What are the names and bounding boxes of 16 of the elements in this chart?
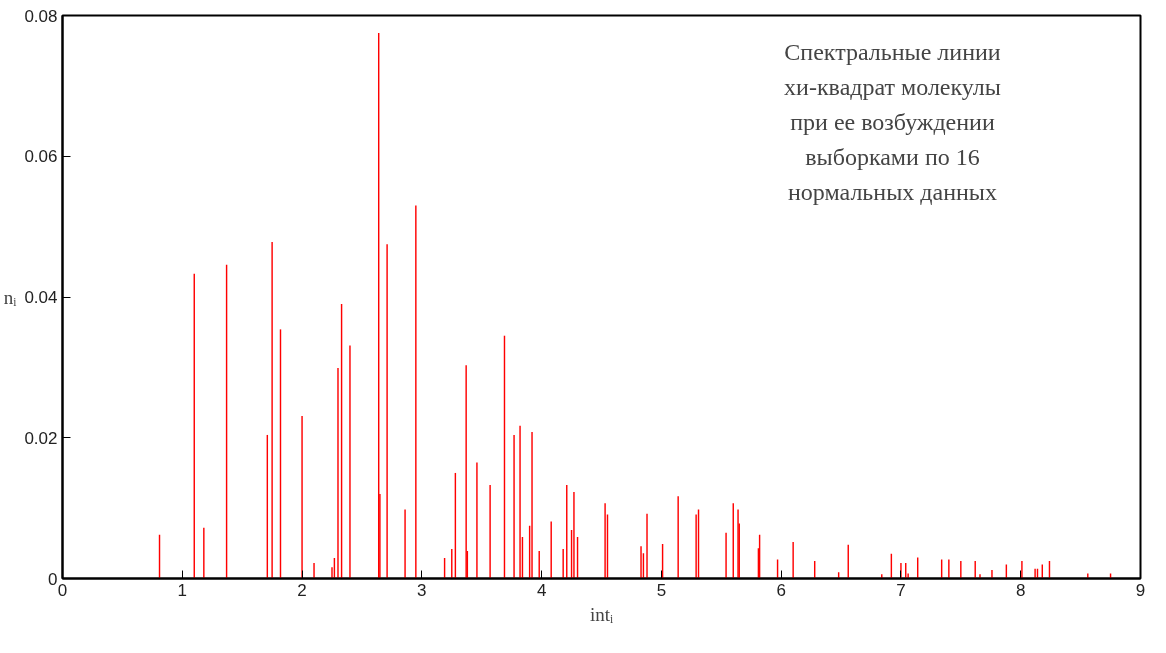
x-tick-label: 8 [1015,580,1026,600]
x-tick-label: 6 [776,580,786,600]
x-tick-label: 2 [297,580,307,600]
x-tick-label: 3 [417,580,427,600]
y-tick-label: 0.04 [24,288,58,307]
y-tick-label: 0.02 [24,428,58,448]
y-axis-title: nᵢ [3,286,17,308]
x-tick-label: 5 [656,580,667,600]
x-tick-label: 4 [536,580,547,600]
y-tick-label: 0.06 [24,147,58,167]
x-tick-label: 7 [896,580,906,600]
annotation: Спектральные линии хи-квадрат молекулы при ее возбуждении выборками по 16 нормальных данных [784,38,1001,205]
x-tick-label: 1 [177,580,188,600]
y-tick-label: 0.08 [24,6,58,26]
x-tick-label: 9 [1135,580,1146,600]
x-axis-title: intᵢ [589,603,614,625]
